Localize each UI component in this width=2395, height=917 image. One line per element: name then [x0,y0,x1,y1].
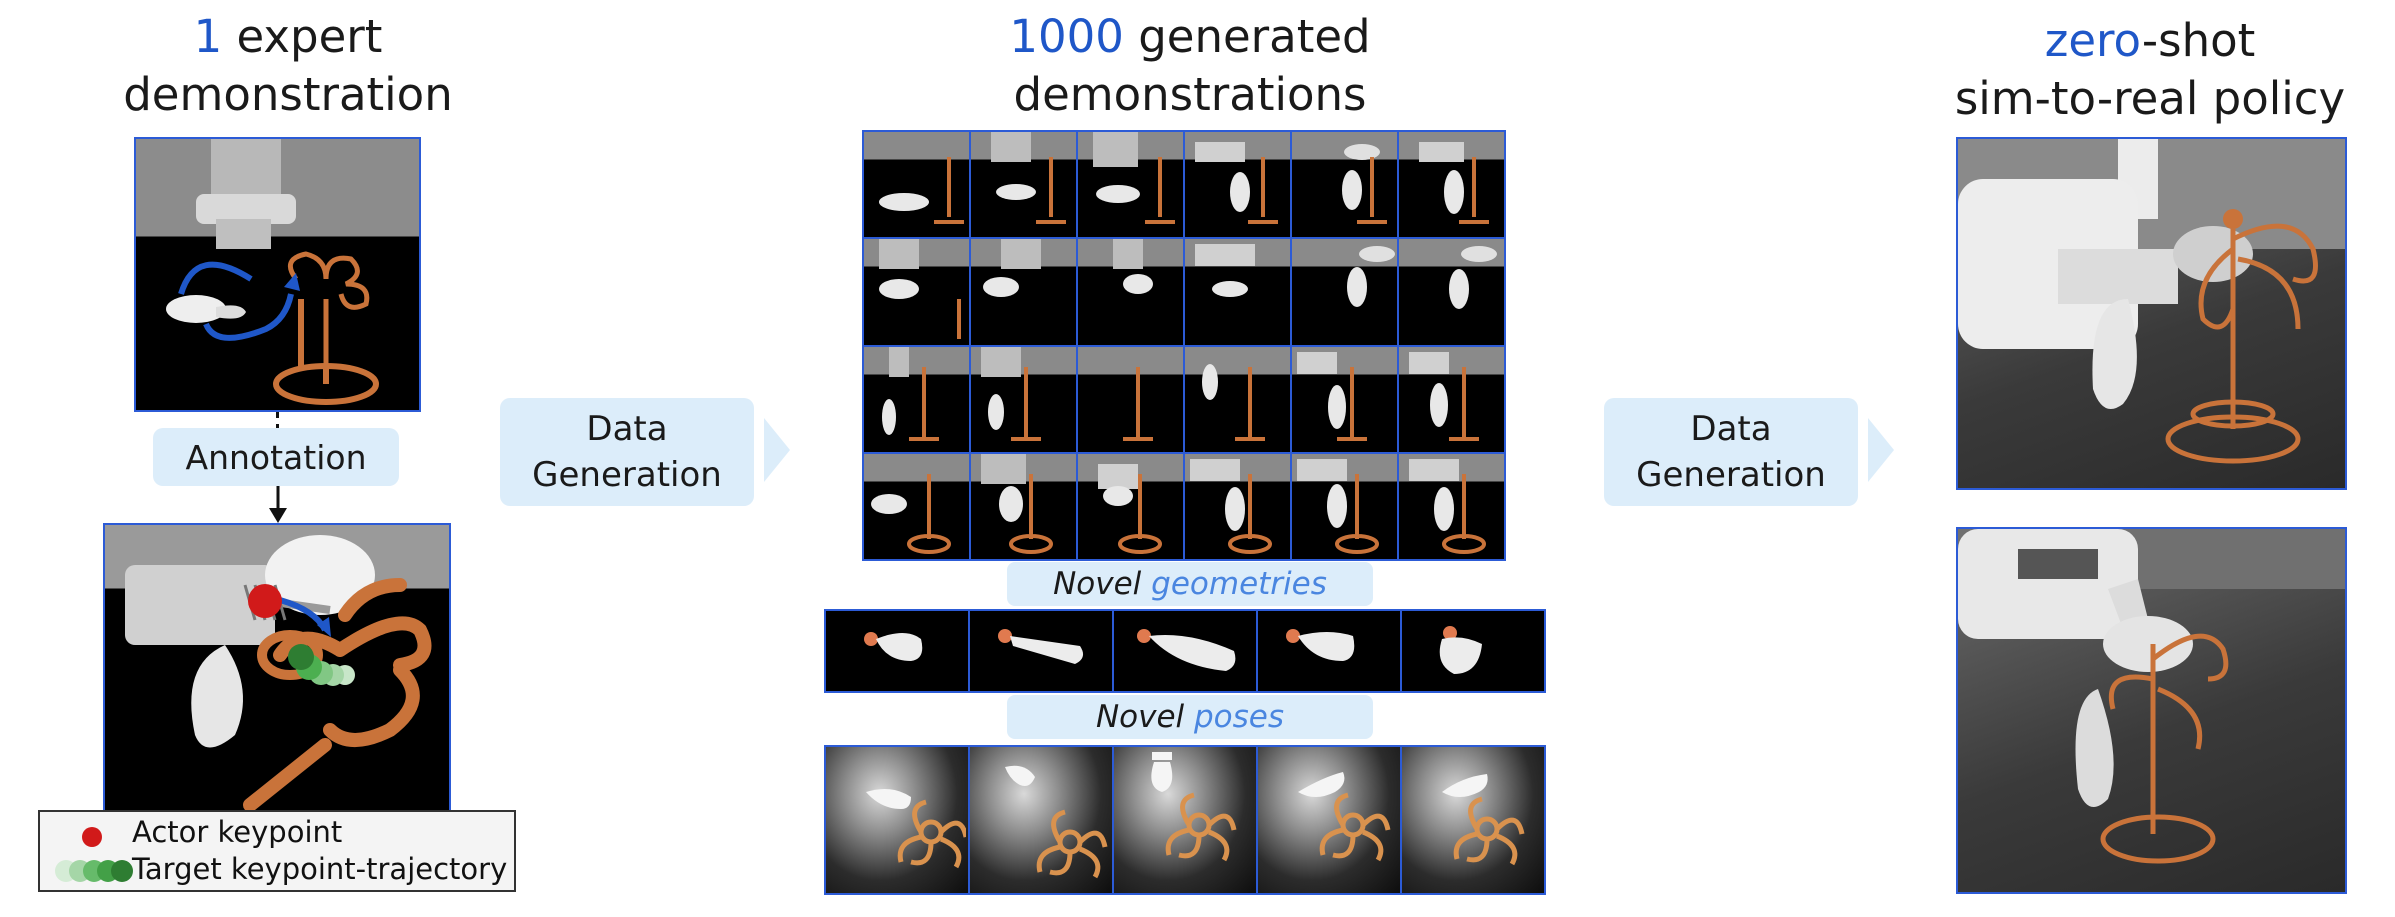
demo-thumbnail [1078,346,1183,452]
geometry-thumbnail [1258,611,1400,691]
red-dot-icon [82,827,102,847]
middle-title-line2: demonstrations [1013,68,1367,121]
novel-geometries-prefix: Novel [1053,566,1152,602]
left-title-highlight: 1 [193,10,223,63]
geometry-thumbnail [1114,611,1256,691]
novel-poses-highlight: poses [1194,699,1285,735]
middle-title-rest: generated [1123,10,1371,63]
left-title: 1 expert demonstration [88,8,488,124]
real-robot-scene-2 [1958,529,2345,864]
demo-thumbnail [864,453,969,559]
data-generation-tag-1: Data Generation [500,398,754,506]
demo-thumbnail [1185,346,1290,452]
left-title-line2: demonstration [123,68,453,121]
demo-thumbnail [864,132,969,238]
novel-geometries-highlight: geometries [1151,566,1327,602]
demo-thumbnail [1399,239,1504,345]
green-trail-icon [54,859,134,883]
geometry-thumbnail [970,611,1112,691]
demo-thumbnail [1399,453,1504,559]
pose-thumbnail [1258,747,1400,893]
demo-thumbnail [971,346,1076,452]
demo-thumbnail [971,239,1076,345]
novel-poses-row [824,745,1546,895]
right-chevron-icon [1868,418,1894,482]
geometry-thumbnail [826,611,968,691]
pose-thumbnail [1402,747,1544,893]
expert-demo-scene [166,139,380,405]
down-arrow-icon [266,486,290,524]
demo-thumbnail [1078,239,1183,345]
legend-target-label: Target keypoint-trajectory [132,852,508,886]
right-title-highlight: zero [2044,14,2142,67]
data-generation-1-line2: Generation [532,455,722,495]
demo-thumbnail [1399,132,1504,238]
novel-poses-tag: Novel poses [1007,695,1373,739]
annotation-closeup-scene [125,535,432,812]
annotation-label: Annotation [185,437,367,477]
pose-thumbnail [826,747,968,893]
generated-demos-grid [862,130,1506,561]
expert-demo-image [134,137,421,412]
demo-thumbnail [971,453,1076,559]
middle-title: 1000 generated demonstrations [940,8,1440,124]
legend: Actor keypoint Target keypoint-trajector… [38,810,516,892]
annotation-tag: Annotation [153,428,399,486]
pose-thumbnail [1114,747,1256,893]
geometry-thumbnail [1402,611,1544,691]
demo-thumbnail [1185,239,1290,345]
data-generation-2-line1: Data [1690,409,1772,449]
data-generation-tag-2: Data Generation [1604,398,1858,506]
demo-thumbnail [864,346,969,452]
right-chevron-icon [764,418,790,482]
legend-actor-label: Actor keypoint [132,815,343,849]
demo-thumbnail [1078,453,1183,559]
novel-geometries-tag: Novel geometries [1007,562,1373,606]
right-title-rest: -shot [2141,14,2256,67]
right-title: zero-shot sim-to-real policy [1935,12,2365,128]
demo-thumbnail [1185,453,1290,559]
real-robot-scene-1 [1958,139,2345,464]
right-title-line2: sim-to-real policy [1954,72,2346,125]
demo-thumbnail [1185,132,1290,238]
real-robot-photo-1 [1956,137,2347,490]
demo-thumbnail [1399,346,1504,452]
demo-thumbnail [1292,132,1397,238]
data-generation-1-line1: Data [586,409,668,449]
red-dot-icon [248,584,282,618]
demo-thumbnail [971,132,1076,238]
middle-title-highlight: 1000 [1009,10,1124,63]
demo-thumbnail [1292,453,1397,559]
left-title-rest: expert [222,10,383,63]
pose-thumbnail [970,747,1112,893]
novel-poses-prefix: Novel [1095,699,1194,735]
real-robot-photo-2 [1956,527,2347,894]
annotation-connector [276,412,283,430]
data-generation-2-line2: Generation [1636,455,1826,495]
demo-thumbnail [1078,132,1183,238]
demo-thumbnail [1292,239,1397,345]
novel-geometries-row [824,609,1546,693]
annotation-closeup-image [103,523,451,815]
demo-thumbnail [1292,346,1397,452]
demo-thumbnail [864,239,969,345]
